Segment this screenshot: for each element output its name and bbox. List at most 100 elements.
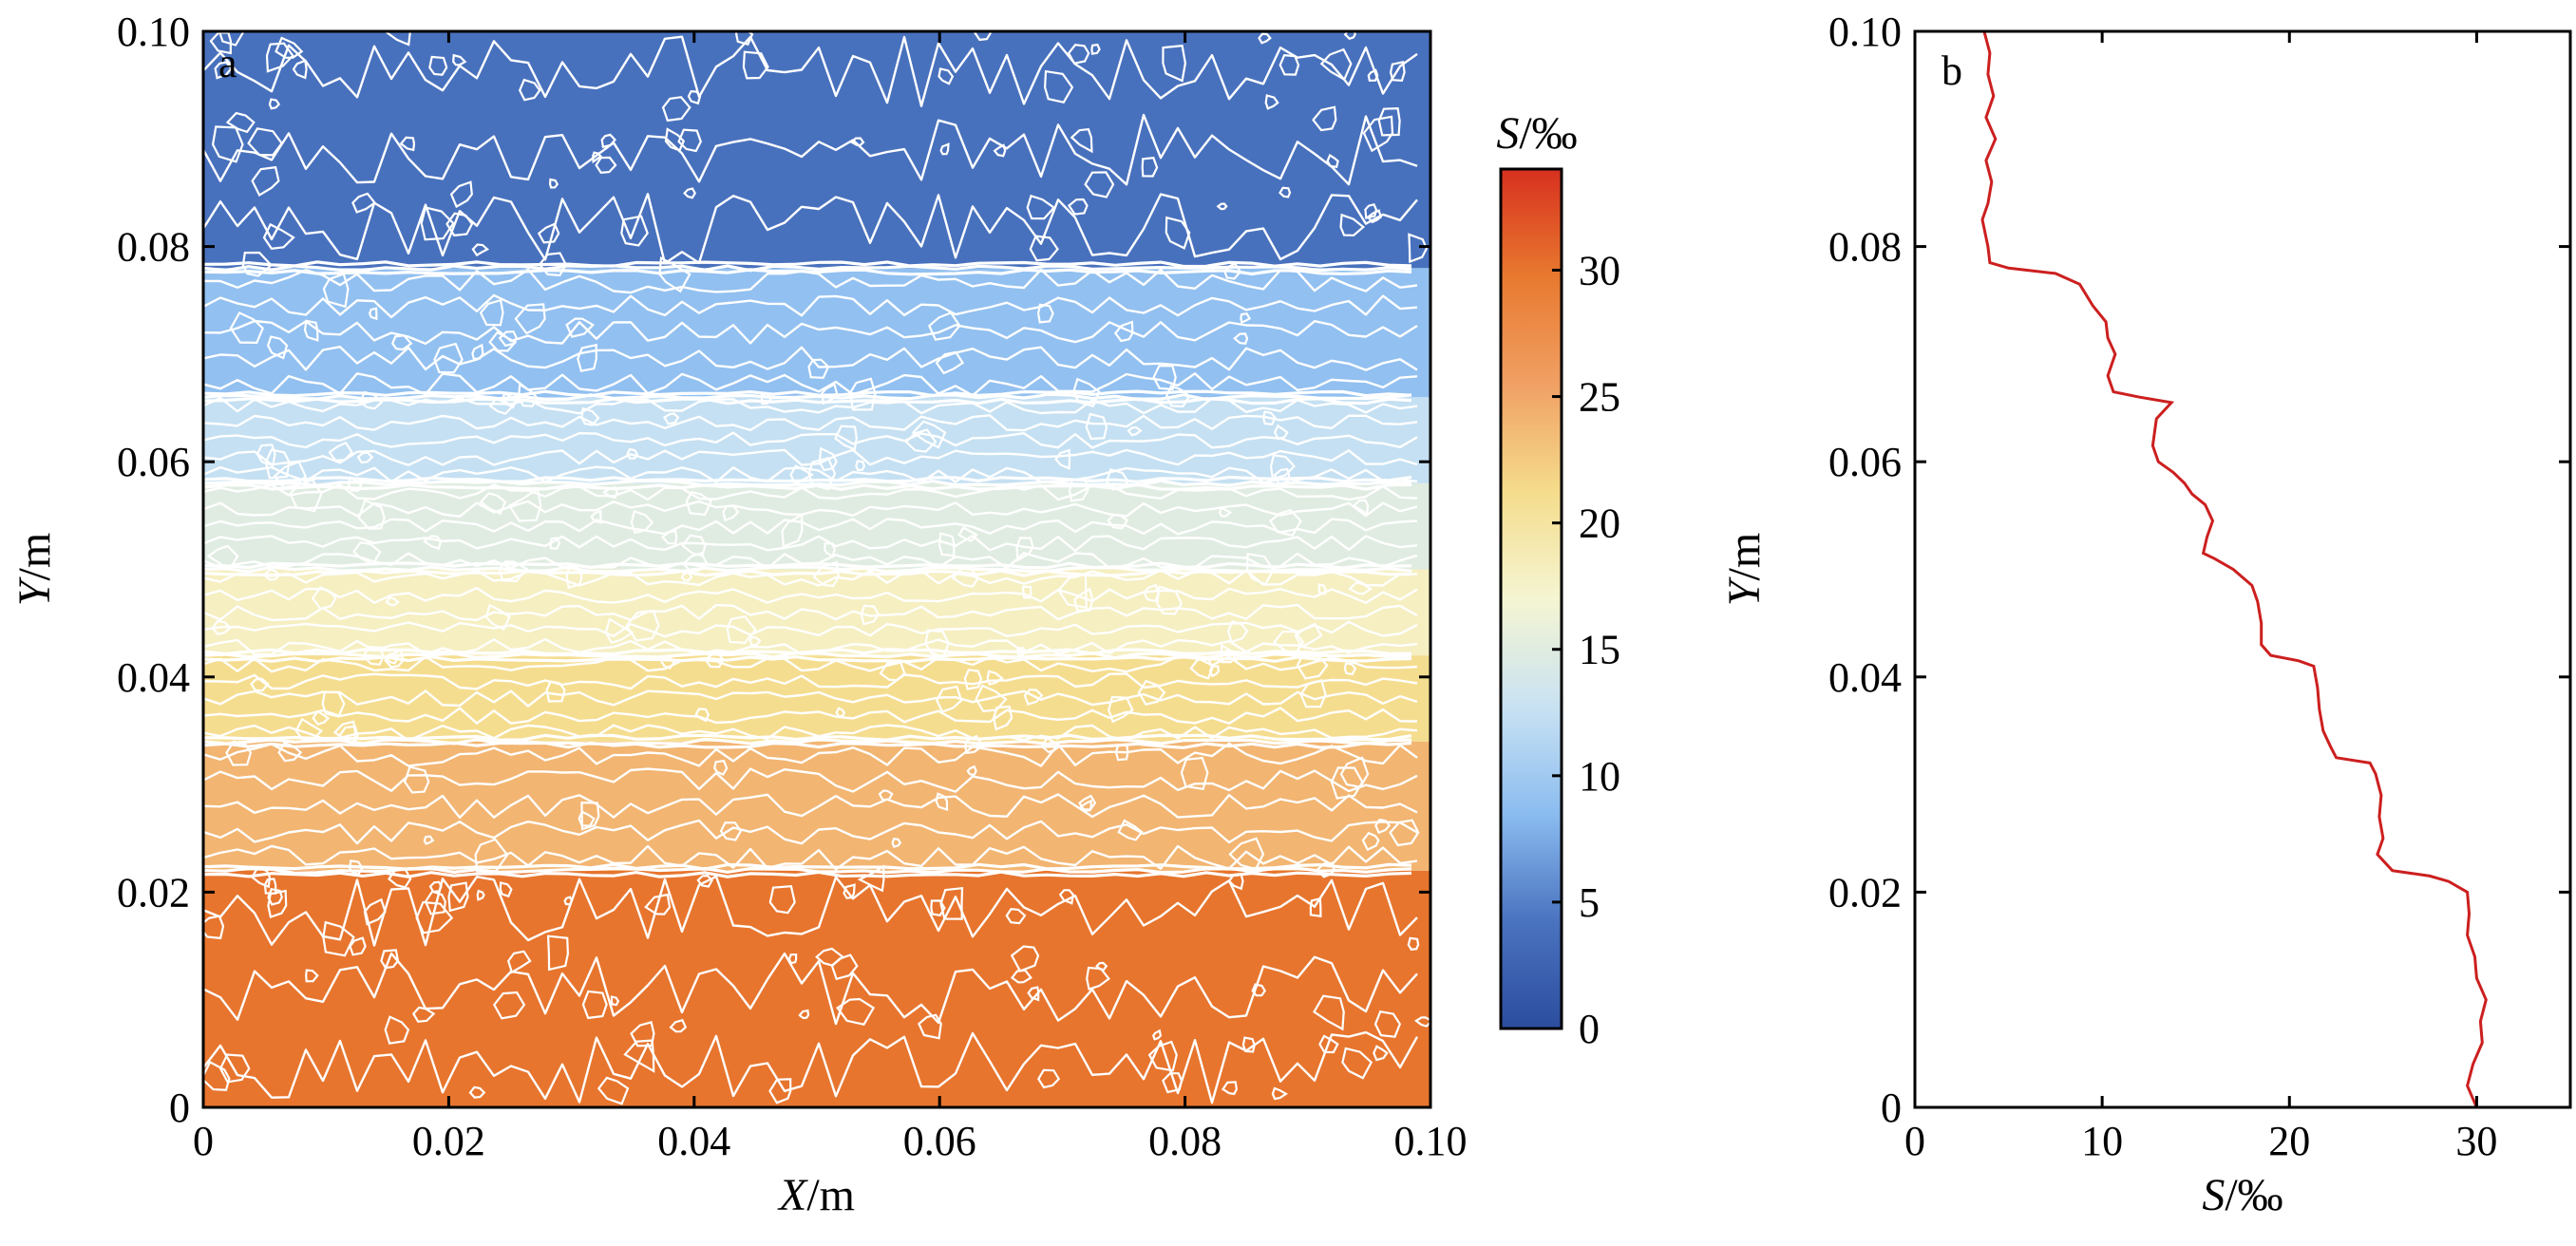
- colorbar-ticks: 0 5 10 15 20 25 30: [1552, 247, 1620, 1052]
- salinity-profile-line: [1980, 30, 2488, 1108]
- contour-blob: [835, 707, 846, 718]
- interface-contour: [203, 561, 1412, 570]
- contour-line: [203, 672, 1418, 690]
- y-tick-label: 0.04: [1828, 654, 1902, 701]
- contour-blob: [1067, 44, 1090, 65]
- contour-blob: [275, 36, 304, 59]
- contour-blob: [423, 835, 435, 845]
- contour-blob: [471, 343, 484, 361]
- contour-blob: [1023, 689, 1044, 706]
- salinity-layer-0: [203, 870, 1430, 1107]
- contour-blob: [428, 880, 443, 894]
- contour-blob: [938, 67, 955, 85]
- contour-blob: [545, 680, 566, 703]
- contour-line: [203, 793, 1418, 820]
- contour-blob: [1029, 235, 1059, 262]
- contour-blob: [267, 887, 283, 906]
- contour-blob: [390, 334, 413, 351]
- contour-blob: [1151, 1029, 1163, 1041]
- contour-blob: [1043, 69, 1074, 104]
- panel-a-y-variable: Y: [9, 576, 60, 606]
- contour-line: [203, 448, 1418, 466]
- contour-blob: [1313, 994, 1345, 1031]
- panel-a-x-axis-title: X/m: [777, 1170, 855, 1220]
- x-tick-label: 0.04: [657, 1118, 730, 1164]
- contour-blob: [1067, 198, 1089, 216]
- contour-blob: [992, 705, 1013, 731]
- y-tick-label: 0.08: [117, 224, 190, 271]
- contour-line: [203, 569, 1418, 587]
- panel-b-x-axis-title: S/‰: [2202, 1170, 2282, 1220]
- contour-blob: [620, 215, 649, 247]
- contour-blob: [1366, 209, 1382, 224]
- contour-blob: [1208, 665, 1221, 678]
- contour-blob: [664, 127, 686, 152]
- contour-blob: [1374, 818, 1392, 835]
- contour-blob: [256, 444, 276, 467]
- contour-blob: [1279, 54, 1300, 76]
- contour-blob: [1143, 583, 1160, 603]
- x-tick-label: 0: [1904, 1118, 1925, 1164]
- contour-blob: [1141, 157, 1159, 178]
- contour-blob: [683, 187, 696, 199]
- contour-blob: [498, 330, 519, 348]
- y-tick-label: 0.06: [1828, 439, 1902, 485]
- contour-line: [203, 689, 1418, 708]
- contour-blob: [1330, 766, 1364, 800]
- contour-line: [203, 620, 1418, 638]
- panel-b-x-unit: /‰: [2225, 1170, 2282, 1220]
- interface-contour: [203, 264, 1412, 273]
- colorbar-tick-label: 5: [1579, 879, 1600, 926]
- contour-blob: [328, 441, 353, 463]
- contour-blob: [1339, 213, 1366, 236]
- contour-blob: [420, 206, 455, 241]
- contour-line: [203, 844, 1418, 871]
- contour-blob: [349, 936, 367, 956]
- contour-blob: [263, 878, 277, 895]
- colorbar-tick-label: 0: [1579, 1006, 1600, 1052]
- y-tick-label: 0.06: [117, 439, 190, 485]
- contour-blob: [1107, 513, 1129, 530]
- contour-blob: [1377, 106, 1401, 137]
- contour-line: [203, 500, 1418, 518]
- contour-blob: [836, 997, 876, 1026]
- contour-blob: [930, 899, 946, 917]
- contour-blob: [580, 406, 600, 426]
- y-tick-label: 0.02: [1828, 869, 1902, 916]
- y-tick-label: 0.10: [1828, 9, 1902, 55]
- contour-blob: [600, 133, 616, 149]
- contour-blob: [351, 192, 377, 214]
- y-tick-label: 0.10: [117, 9, 190, 55]
- y-tick-label: 0.02: [117, 869, 190, 916]
- contour-blob: [211, 619, 233, 636]
- contour-blob: [537, 222, 560, 244]
- contour-blob: [203, 1060, 231, 1091]
- contour-blob: [1162, 44, 1187, 83]
- contour-blob: [1343, 31, 1356, 40]
- contour-blob: [514, 303, 546, 335]
- contour-blob: [1268, 508, 1302, 538]
- contour-blob: [422, 535, 443, 550]
- contour-blob: [993, 143, 1007, 158]
- contour-blob: [549, 537, 561, 550]
- contour-blob: [1352, 499, 1370, 516]
- contour-blob: [807, 358, 830, 379]
- colorbar-tick-label: 30: [1579, 247, 1620, 293]
- contour-blob: [1086, 966, 1110, 991]
- contour-blob: [1251, 983, 1267, 997]
- contour-blob: [660, 529, 678, 545]
- contour-blob: [610, 995, 620, 1007]
- contour-blob: [1127, 425, 1143, 437]
- panel-b-x-variable: S: [2202, 1170, 2225, 1220]
- contour-blob: [1413, 1016, 1430, 1028]
- y-tick-label: 0.08: [1828, 224, 1902, 271]
- contour-line: [203, 35, 1418, 107]
- contour-line: [203, 875, 1418, 947]
- contour-blob: [681, 534, 707, 557]
- contour-line: [203, 654, 1418, 673]
- contour-blob: [214, 61, 233, 80]
- contour-blob: [1218, 506, 1233, 518]
- panel-a-x-unit: /m: [806, 1170, 855, 1220]
- contour-blob: [1147, 1040, 1178, 1072]
- contour-blob: [218, 1053, 251, 1084]
